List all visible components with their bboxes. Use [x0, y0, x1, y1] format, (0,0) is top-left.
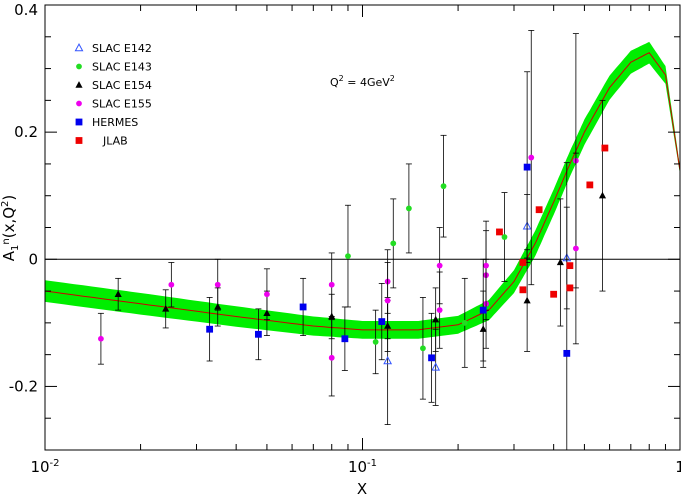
data-point	[378, 318, 386, 325]
data-point	[345, 253, 351, 259]
y-tick-label: 0.4	[14, 1, 38, 19]
data-point	[479, 306, 487, 314]
data-point	[496, 228, 503, 236]
data-point	[328, 354, 335, 361]
central-fit-line	[45, 52, 680, 331]
data-point	[586, 181, 594, 189]
legend-item-jlab: JLAB	[75, 135, 128, 148]
data-point	[341, 335, 349, 343]
data-point	[436, 262, 443, 269]
data-point	[501, 234, 508, 240]
legend-label: HERMES	[92, 116, 138, 129]
data-point	[436, 307, 443, 314]
data-point	[114, 290, 122, 297]
legend: SLAC E142 SLAC E143 SLAC E154 SLAC E155 HERM…	[74, 42, 152, 148]
legend-label: SLAC E142	[92, 42, 152, 55]
series-hermes	[206, 71, 571, 450]
data-point	[523, 296, 531, 304]
data-point	[528, 154, 535, 161]
y-axis-title: A1n(x,Q2)	[0, 195, 21, 262]
data-point	[299, 303, 307, 311]
x-tick-label: 10-2	[30, 458, 59, 476]
legend-marker	[74, 43, 84, 52]
legend-item-slac-e155: SLAC E155	[76, 98, 152, 111]
data-point	[431, 362, 441, 371]
x-tick-label: 1	[675, 458, 681, 476]
series-slac-e155	[97, 30, 579, 397]
q2-annotation: Q2 = 4GeV2	[330, 74, 395, 89]
legend-marker	[75, 137, 83, 144]
data-point	[461, 319, 468, 326]
data-point	[601, 144, 609, 152]
data-point	[420, 345, 426, 352]
data-point	[264, 291, 270, 298]
series-jlab	[496, 144, 609, 298]
data-point	[168, 281, 175, 288]
axes: 10-2 10-1 1 -0.2 0 0.2 0.4	[9, 1, 681, 476]
legend-marker	[75, 81, 83, 88]
data-point	[390, 240, 397, 247]
legend-item-hermes: HERMES	[75, 116, 138, 129]
legend-item-slac-e143: SLAC E143	[76, 61, 152, 74]
data-point	[566, 284, 574, 292]
data-point	[406, 205, 412, 212]
legend-marker	[76, 63, 82, 70]
data-point	[372, 339, 379, 345]
legend-marker	[76, 100, 82, 107]
data-point	[328, 281, 335, 288]
legend-label: SLAC E154	[92, 79, 152, 92]
data-point	[383, 356, 393, 365]
data-point	[573, 245, 579, 252]
data-point	[598, 191, 607, 199]
legend-label: SLAC E155	[92, 98, 152, 111]
data-point	[483, 262, 489, 269]
data-point	[519, 286, 527, 294]
data-point	[98, 335, 104, 342]
x-tick-label: 10-1	[348, 458, 377, 476]
data-points	[97, 30, 609, 450]
legend-label: JLAB	[102, 135, 128, 148]
data-point	[556, 258, 564, 266]
data-point	[523, 163, 531, 171]
legend-marker	[75, 118, 83, 126]
data-point	[254, 330, 262, 338]
data-point	[428, 354, 435, 362]
data-point	[432, 315, 440, 323]
data-point	[519, 259, 527, 266]
series-slac-e143	[344, 134, 508, 400]
y-tick-label: 0	[28, 250, 38, 268]
legend-label: SLAC E143	[92, 61, 152, 74]
x-axis-title: X	[357, 480, 367, 498]
legend-item-slac-e142: SLAC E142	[74, 42, 152, 55]
y-tick-label: 0.2	[14, 123, 38, 141]
data-point	[550, 290, 558, 298]
legend-item-slac-e154: SLAC E154	[75, 79, 152, 92]
y-tick-label: -0.2	[9, 377, 38, 395]
data-point	[214, 281, 221, 288]
data-point	[206, 325, 214, 333]
data-point	[440, 183, 447, 190]
data-point	[566, 262, 574, 270]
data-point	[162, 304, 170, 312]
data-point	[563, 349, 571, 357]
data-point	[535, 206, 543, 214]
data-point	[384, 297, 391, 304]
